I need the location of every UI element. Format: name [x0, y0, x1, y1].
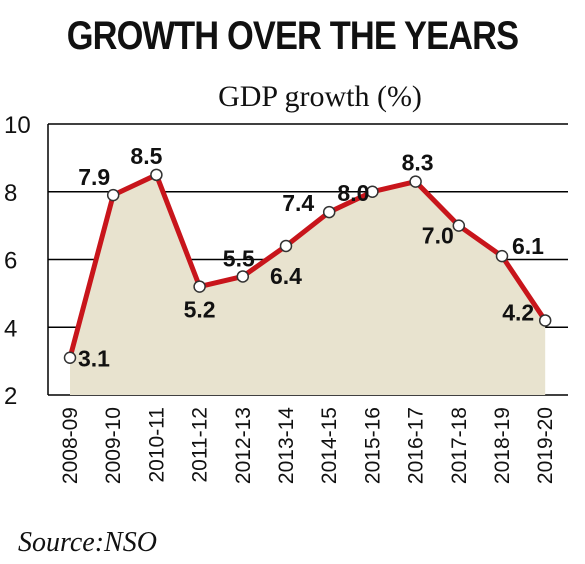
- data-points: [63, 168, 552, 364]
- data-label: 7.9: [78, 164, 110, 190]
- chart-title: GROWTH OVER THE YEARS: [66, 14, 519, 58]
- x-tick-label: 2014-15: [318, 407, 341, 484]
- data-label: 6.1: [512, 233, 544, 259]
- y-axis-ticks: 2 4 6 8 10: [4, 112, 31, 410]
- data-point-2014-15: [322, 205, 336, 219]
- data-label: 7.4: [282, 190, 314, 216]
- data-point-2011-12: [193, 280, 206, 293]
- gdp-growth-line: [67, 172, 548, 361]
- data-label: 8.0: [337, 180, 369, 206]
- data-label: 7.0: [422, 223, 454, 249]
- data-label: 3.1: [78, 346, 110, 372]
- data-labels: 3.1 7.9 8.5 5.2 5.5 6.4 7.4 8.0 8.3 7.0 6.1 4.2: [78, 143, 544, 372]
- series-line: [67, 172, 548, 361]
- x-tick-label: 2008-09: [59, 407, 82, 484]
- y-tick-label: 2: [4, 383, 17, 410]
- data-point-2010-11: [150, 168, 163, 182]
- x-tick-label: 2019-20: [534, 407, 557, 484]
- y-tick-label: 10: [4, 112, 31, 139]
- chart-subtitle: GDP growth (%): [218, 80, 422, 113]
- data-label: 8.3: [402, 150, 434, 176]
- x-tick-label: 2015-16: [361, 407, 384, 484]
- data-point-2015-16: [366, 185, 379, 198]
- data-point-2017-18: [452, 219, 466, 232]
- source-note: Source:NSO: [18, 527, 157, 558]
- data-label: 5.2: [184, 297, 216, 323]
- data-point-2019-20: [538, 314, 552, 327]
- data-point-2018-19: [495, 249, 509, 263]
- x-tick-label: 2013-14: [275, 407, 298, 484]
- data-point-2016-17: [409, 175, 422, 188]
- x-tick-label: 2016-17: [405, 407, 428, 484]
- data-point-2012-13: [236, 270, 250, 283]
- data-label: 4.2: [502, 299, 534, 325]
- x-tick-label: 2009-10: [102, 407, 125, 484]
- x-tick-label: 2011-12: [189, 407, 212, 483]
- y-tick-label: 6: [4, 248, 17, 275]
- data-label: 5.5: [223, 245, 255, 271]
- data-point-2009-10: [106, 188, 120, 202]
- x-axis-ticks: 2008-09 2009-10 2010-11 2011-12 2012-13 2013-…: [59, 407, 557, 484]
- data-point-2008-09: [63, 351, 77, 364]
- data-label: 8.5: [130, 143, 162, 169]
- x-tick-label: 2012-13: [232, 407, 255, 484]
- data-point-2013-14: [279, 239, 293, 253]
- y-tick-label: 8: [4, 180, 17, 207]
- area-fill: [70, 174, 546, 395]
- x-tick-label: 2018-19: [491, 407, 514, 484]
- data-label: 6.4: [270, 263, 302, 289]
- x-tick-label: 2017-18: [448, 407, 471, 484]
- x-tick-label: 2010-11: [145, 407, 168, 483]
- y-tick-label: 4: [4, 315, 17, 342]
